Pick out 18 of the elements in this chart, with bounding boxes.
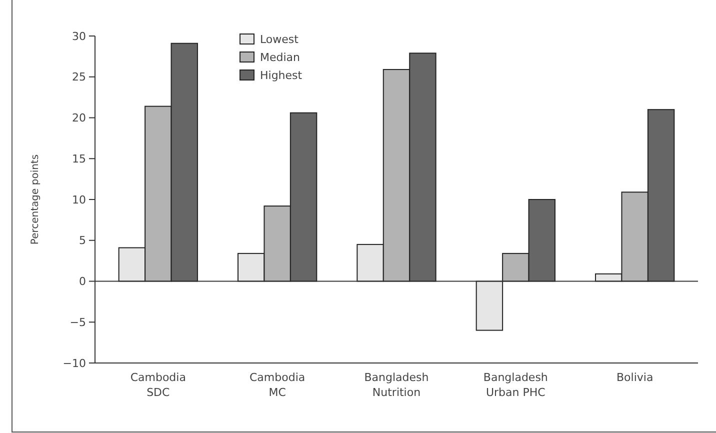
x-tick-label: Cambodia MC <box>250 371 306 399</box>
y-tick-label: −10 <box>62 356 86 370</box>
y-tick-label: 0 <box>79 275 86 288</box>
y-tick-label: −5 <box>70 316 86 329</box>
y-tick-label: 10 <box>72 193 86 206</box>
x-tick-label: Bangladesh Nutrition <box>364 371 429 399</box>
legend-label: Lowest <box>260 32 300 46</box>
y-tick-label: 20 <box>72 112 86 125</box>
x-tick-label: Bangladesh Urban PHC <box>483 371 548 399</box>
legend-label: Highest <box>260 68 303 82</box>
x-tick-label: Bolivia <box>616 371 654 384</box>
y-tick-label: 5 <box>79 234 86 248</box>
y-axis-title: Percentage points <box>30 154 41 245</box>
y-tick-label: 15 <box>72 152 86 166</box>
legend-label: Median <box>260 50 300 64</box>
y-tick-label: 30 <box>72 30 86 43</box>
y-tick-label: 25 <box>72 70 86 84</box>
x-tick-label: Cambodia SDC <box>130 371 186 399</box>
